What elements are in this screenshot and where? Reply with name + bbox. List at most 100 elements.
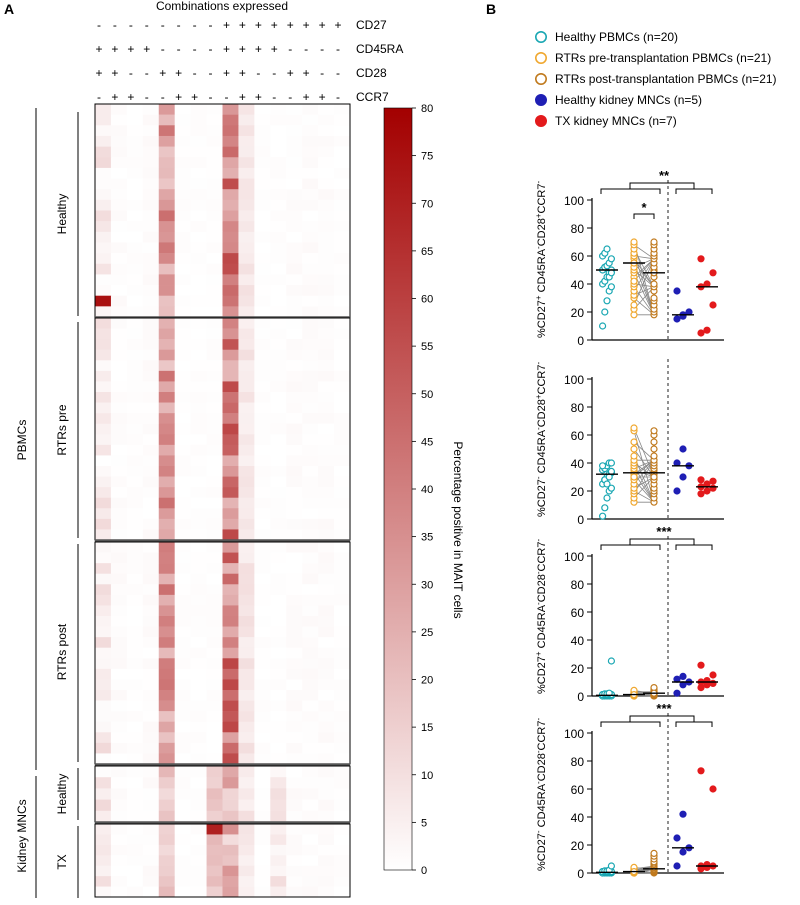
heatmap-cell [126, 402, 144, 414]
heatmap-cell [286, 824, 303, 835]
heatmap-cell [270, 210, 287, 222]
heatmap-cell [254, 253, 271, 265]
heatmap-cell [254, 799, 271, 812]
heatmap-cell [334, 799, 351, 812]
heatmap-cell [334, 711, 351, 723]
data-point [650, 280, 658, 288]
colorbar-label: Percentage positive in MAIT cells [451, 441, 465, 618]
data-point [697, 767, 705, 775]
heatmap-cell [270, 221, 287, 233]
heatmap-cell [222, 199, 239, 211]
heatmap-cell [126, 360, 144, 372]
heatmap-cell [174, 328, 191, 340]
heatmap-cell [254, 476, 271, 488]
heatmap-cell [174, 295, 191, 307]
data-point [630, 473, 638, 481]
heatmap-cell [95, 605, 112, 617]
heatmap-cell [95, 295, 112, 307]
heatmap-cell [222, 518, 239, 530]
heatmap-cell [206, 402, 223, 414]
heatmap-cell [286, 318, 303, 329]
heatmap-cell [126, 508, 144, 520]
heatmap-cell [95, 732, 112, 744]
heatmap-cell [110, 210, 128, 222]
heatmap-cell [270, 799, 287, 812]
y-axis-label: %CD27- CD45RA-CD28-CCR7- [534, 718, 549, 871]
heatmap-cell [206, 584, 223, 596]
marker-sign: + [319, 90, 326, 104]
heatmap-cell [254, 231, 271, 243]
heatmap-cell [190, 413, 207, 425]
heatmap-cell [334, 306, 351, 318]
heatmap-cell [126, 753, 144, 765]
group-label-kidney-healthy: Healthy [55, 774, 69, 815]
data-point [673, 689, 681, 697]
heatmap-cell [174, 402, 191, 414]
marker-name-cd45ra: CD45RA [356, 42, 403, 56]
heatmap-cell [286, 231, 303, 243]
heatmap-cell [318, 637, 335, 649]
heatmap-cell [318, 855, 335, 867]
heatmap-cell [95, 318, 112, 329]
heatmap-cell [302, 199, 319, 211]
heatmap-cell [174, 865, 191, 877]
heatmap-cell [270, 637, 287, 649]
heatmap-cell [95, 855, 112, 867]
heatmap-cell [334, 742, 351, 754]
data-point [673, 862, 681, 870]
heatmap-cell [286, 476, 303, 488]
y-tick-label: 20 [571, 662, 585, 676]
heatmap-cell [238, 210, 255, 222]
heatmap-cell [95, 285, 112, 296]
heatmap-cell [254, 444, 271, 456]
heatmap-cell [222, 766, 239, 778]
heatmap-cell [222, 104, 239, 115]
heatmap-cell [286, 668, 303, 680]
heatmap-cell [302, 777, 319, 789]
heatmap-cell [238, 487, 255, 499]
colorbar-tick-label: 0 [421, 865, 427, 877]
marker-sign: - [256, 66, 260, 80]
heatmap-cell [174, 508, 191, 520]
heatmap-cell [254, 844, 271, 856]
heatmap-cell [142, 402, 160, 414]
heatmap-cell [174, 788, 191, 800]
heatmap-cell [222, 497, 239, 509]
label-text: CD45RA [536, 604, 548, 651]
heatmap-cell [206, 742, 223, 754]
y-tick-label: 100 [564, 194, 584, 208]
heatmap-cell [190, 855, 207, 867]
heatmap-cell [126, 221, 144, 233]
heatmap-cell [302, 637, 319, 649]
heatmap-cell [318, 274, 335, 286]
heatmap-cell [254, 189, 271, 201]
heatmap-cell [254, 855, 271, 867]
heatmap-cell [126, 295, 144, 307]
heatmap-cell [95, 742, 112, 754]
heatmap-cell [126, 679, 144, 691]
heatmap-cell [126, 318, 144, 329]
heatmap-cell [238, 844, 255, 856]
heatmap-cell [158, 855, 175, 867]
heatmap-cell [318, 616, 335, 627]
heatmap-cell [126, 231, 144, 243]
heatmap-cell [158, 865, 175, 877]
heatmap-cell [286, 285, 303, 296]
heatmap-cell [95, 542, 112, 553]
heatmap-cell [334, 167, 351, 179]
heatmap-cell [302, 360, 319, 372]
heatmap-cell [142, 157, 160, 169]
heatmap-cell [254, 157, 271, 169]
heatmap-cell [254, 542, 271, 553]
heatmap-cell [222, 753, 239, 765]
heatmap-cell [174, 732, 191, 744]
marker-sign: + [271, 18, 278, 32]
heatmap-cell [190, 497, 207, 509]
heatmap-cell [158, 824, 175, 835]
heatmap-cell [222, 605, 239, 617]
heatmap-cell [142, 497, 160, 509]
heatmap-cell [126, 167, 144, 179]
heatmap-cell [222, 529, 239, 541]
heatmap-cell [110, 318, 128, 329]
